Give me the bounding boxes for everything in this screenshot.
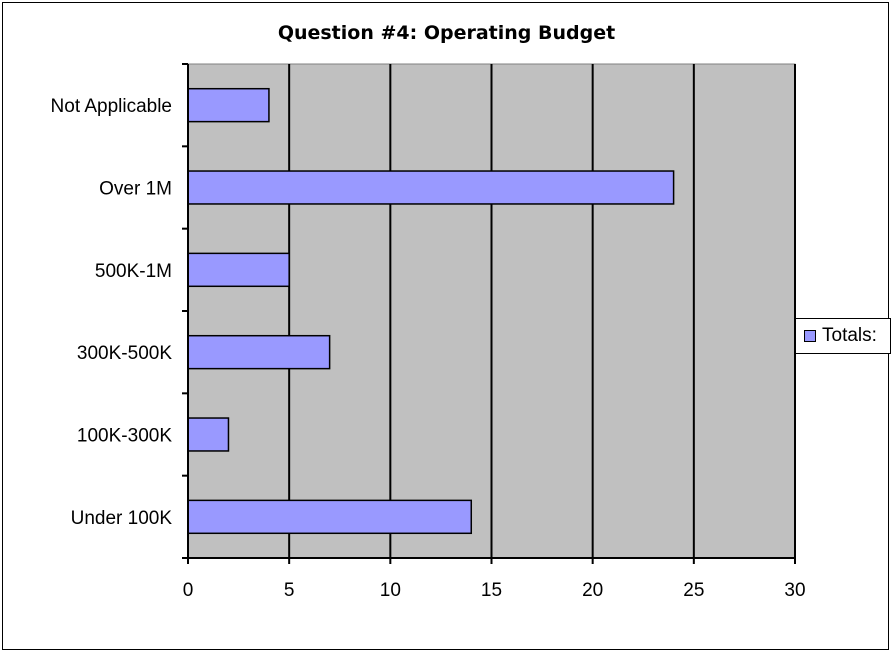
y-tick-label: 500K-1M [95, 261, 172, 282]
x-tick-label: 10 [380, 580, 401, 601]
y-tick-label: Under 100K [71, 508, 173, 529]
gridlines [288, 64, 796, 558]
x-tick-label: 15 [481, 580, 502, 601]
y-tick-label: 100K-300K [77, 426, 172, 447]
x-tick-label: 30 [784, 580, 805, 601]
legend: Totals: [795, 318, 891, 354]
bar [187, 87, 270, 123]
x-tick-label: 0 [183, 580, 194, 601]
x-tick-label: 25 [683, 580, 704, 601]
y-tick-labels: Not Applicable Over 1M 500K-1M 300K-500K 100… [51, 96, 173, 529]
x-tick-label: 20 [582, 580, 603, 601]
y-tick-label: Over 1M [99, 179, 172, 200]
x-tick-label: 5 [284, 580, 295, 601]
axes [182, 63, 796, 564]
legend-swatch [804, 330, 816, 342]
legend-label: Totals: [822, 325, 877, 346]
y-tick-label: Not Applicable [51, 96, 172, 117]
x-tick-labels: 0 5 10 15 20 25 30 [183, 580, 806, 601]
y-tick-label: 300K-500K [77, 343, 172, 364]
bar [187, 252, 290, 288]
chart-title: Question #4: Operating Budget [277, 22, 616, 44]
bars [187, 87, 675, 535]
bar [187, 417, 230, 452]
bar [187, 334, 331, 370]
bar [187, 499, 473, 535]
bar [187, 170, 675, 205]
